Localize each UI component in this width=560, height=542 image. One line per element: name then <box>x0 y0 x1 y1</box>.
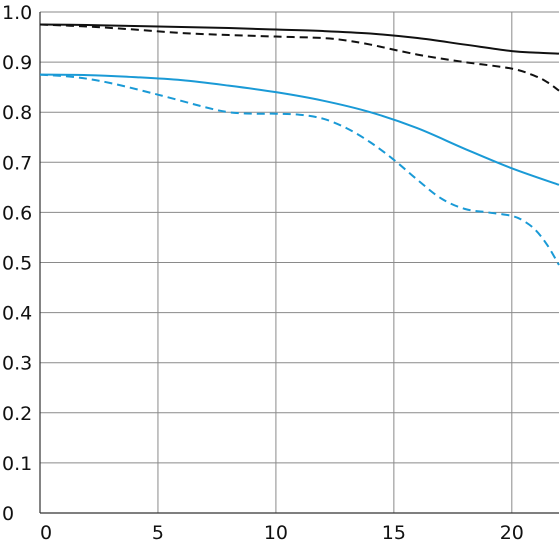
series-line-3-solid <box>39 73 560 186</box>
y-tick-label: 1.0 <box>2 2 32 24</box>
y-tick-label: 0 <box>2 503 14 525</box>
axes <box>39 12 559 514</box>
series-lines <box>39 23 560 266</box>
x-tick-label: 10 <box>264 522 288 542</box>
y-tick-labels: 0 0.1 0.2 0.3 0.4 0.5 0.6 0.7 0.8 0.9 1.0 <box>2 2 32 525</box>
series-line-2-dashed <box>39 23 560 92</box>
y-tick-label: 0.1 <box>2 453 32 475</box>
x-tick-labels: 0 5 10 15 20 <box>40 522 524 542</box>
x-tick-label: 15 <box>382 522 406 542</box>
x-tick-label: 5 <box>152 522 164 542</box>
y-tick-label: 0.2 <box>2 403 32 425</box>
y-tick-label: 0.3 <box>2 353 32 375</box>
y-tick-label: 0.9 <box>2 52 32 74</box>
y-tick-label: 0.7 <box>2 152 32 174</box>
series-line-4-dashed <box>39 73 560 266</box>
series-line-1-solid <box>39 23 560 55</box>
y-tick-label: 0.5 <box>2 253 32 275</box>
x-tick-label: 20 <box>500 522 524 542</box>
grid <box>40 11 559 513</box>
x-tick-label: 0 <box>40 522 52 542</box>
y-tick-label: 0.4 <box>2 303 32 325</box>
y-tick-label: 0.8 <box>2 102 32 124</box>
y-tick-label: 0.6 <box>2 202 32 224</box>
